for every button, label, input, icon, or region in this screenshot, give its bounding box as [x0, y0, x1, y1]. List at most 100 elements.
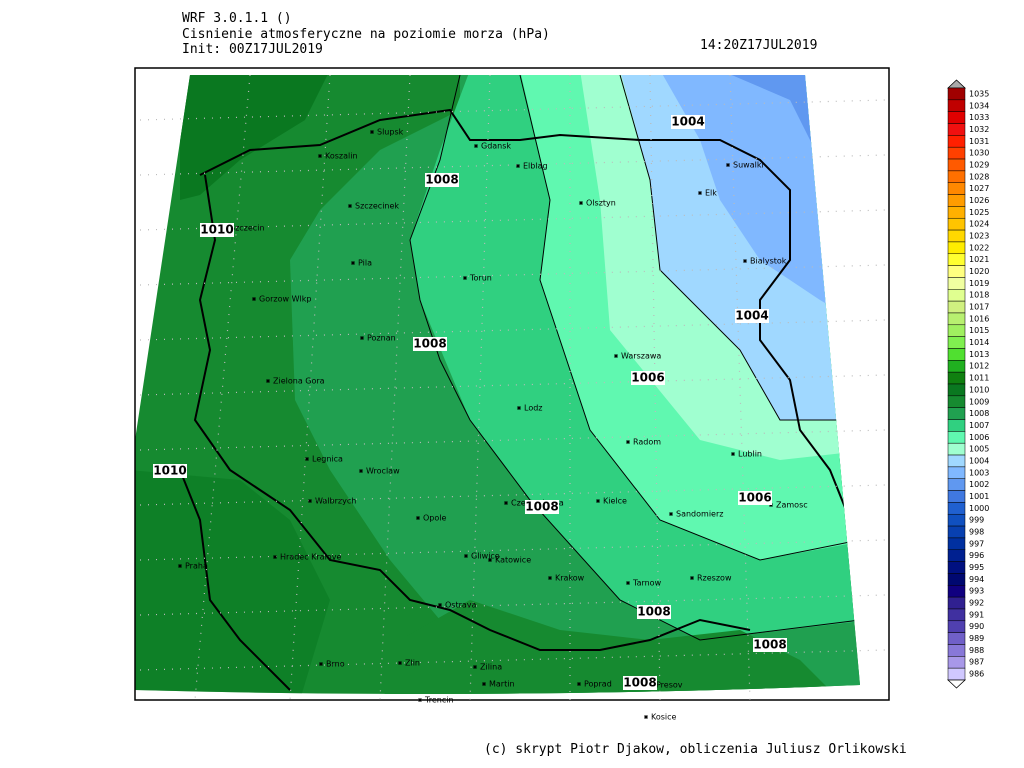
- colorbar-label: 1031: [969, 137, 989, 146]
- city-marker: [348, 204, 352, 208]
- colorbar-label: 995: [969, 563, 984, 572]
- colorbar-label: 1004: [969, 456, 989, 465]
- colorbar-label: 1002: [969, 480, 989, 489]
- colorbar-label: 990: [969, 622, 984, 631]
- colorbar-label: 1033: [969, 113, 989, 122]
- city-marker: [517, 406, 521, 410]
- city-name: Kosice: [651, 713, 677, 722]
- isobars: [409, 75, 860, 641]
- colorbar-swatch: [947, 360, 966, 373]
- colorbar-label: 1014: [969, 338, 989, 347]
- city-name: Radom: [633, 438, 661, 447]
- city-marker: [416, 516, 420, 520]
- colorbar-label: 1018: [969, 291, 989, 300]
- colorbar-label: 1029: [969, 160, 989, 169]
- colorbar-swatch: [947, 573, 966, 586]
- colorbar-swatch: [947, 395, 966, 408]
- colorbar-label: 1015: [969, 326, 989, 335]
- contour-label: 1008: [637, 605, 670, 619]
- colorbar-swatch: [947, 537, 966, 551]
- city-name: Rzeszow: [697, 574, 732, 583]
- colorbar-swatch: [947, 265, 966, 278]
- colorbar-swatch: [947, 407, 966, 420]
- city-marker: [370, 130, 374, 134]
- contour-label: 1008: [413, 337, 446, 351]
- colorbar-swatch: [947, 277, 966, 290]
- colorbar-label: 1016: [969, 314, 989, 323]
- city-marker: [596, 499, 600, 503]
- city-name: Sandomierz: [676, 510, 723, 519]
- contour-label-box: [631, 371, 665, 385]
- colorbar-label: 1025: [969, 208, 989, 217]
- city-marker: [273, 555, 277, 559]
- contour-label: 1010: [200, 223, 233, 237]
- colorbar-label: 992: [969, 599, 984, 608]
- contour-label: 1004: [671, 115, 704, 129]
- colorbar-label: 1027: [969, 184, 989, 193]
- colorbar-swatch: [947, 253, 966, 266]
- city-marker: [360, 336, 364, 340]
- city-name: Krakow: [555, 574, 585, 583]
- colorbar-label: 1021: [969, 255, 989, 264]
- colorbar-swatch: [947, 644, 966, 657]
- city-name: Trencin: [424, 696, 454, 705]
- colorbar-swatch: [947, 194, 966, 207]
- city-name: Bialystok: [750, 257, 787, 266]
- colorbar-swatch: [947, 300, 966, 314]
- city-name: Gorzow Wlkp: [259, 295, 311, 304]
- city-marker: [626, 581, 630, 585]
- city-name: Gdansk: [481, 142, 511, 151]
- map-frame: [134, 67, 890, 701]
- model-label: WRF 3.0.1.1 (): [182, 11, 292, 26]
- city-name: Elblag: [523, 162, 548, 171]
- colorbar-label: 1007: [969, 421, 989, 430]
- contour-label-box: [425, 173, 459, 187]
- contour-label-box: [153, 464, 187, 478]
- colorbar-label: 987: [969, 658, 984, 667]
- contour-label-box: [753, 638, 787, 652]
- colorbar-label: 988: [969, 646, 984, 655]
- colorbar-swatch: [947, 383, 966, 397]
- colorbar-cap: [946, 79, 967, 89]
- footer-credit: (c) skrypt Piotr Djakow, obliczenia Juli…: [484, 742, 907, 757]
- colorbar-swatch: [947, 585, 966, 598]
- map-title: Cisnienie atmosferyczne na poziomie morz…: [182, 27, 550, 42]
- cities: Slupsk Koszalin Gdansk Elblag Szczecinek Olsz…: [178, 128, 808, 722]
- colorbar-swatch: [947, 87, 966, 101]
- city-name: Opole: [423, 514, 446, 523]
- colorbar-swatch: [947, 170, 966, 183]
- city-name: Zamosc: [776, 501, 808, 510]
- city-name: Koszalin: [325, 152, 358, 161]
- city-name: Martin: [489, 680, 515, 689]
- contour-label: 1008: [623, 676, 656, 690]
- colorbar-label: 999: [969, 516, 984, 525]
- colorbar-label: 991: [969, 610, 984, 619]
- city-name: Szczecin: [230, 224, 265, 233]
- colorbar-swatch: [947, 667, 966, 681]
- colorbar-swatch: [947, 656, 966, 669]
- city-marker: [579, 201, 583, 205]
- city-marker: [464, 554, 468, 558]
- contour-label: 1006: [631, 371, 664, 385]
- colorbar-label: 1006: [969, 433, 989, 442]
- city-marker: [252, 297, 256, 301]
- colorbar-swatch: [947, 608, 966, 622]
- contour-label-box: [525, 500, 559, 514]
- contour-label-box: [637, 605, 671, 619]
- colorbar-swatch: [947, 123, 966, 136]
- city-marker: [418, 698, 422, 702]
- colorbar-swatch: [947, 478, 966, 491]
- colorbar-cap: [946, 679, 967, 689]
- colorbar-swatch: [947, 336, 966, 349]
- city-marker: [474, 144, 478, 148]
- contour-label-box: [738, 491, 772, 505]
- pressure-field: [135, 75, 860, 694]
- contour-label-box: [413, 337, 447, 351]
- colorbar-label: 1008: [969, 409, 989, 418]
- colorbar-swatch: [947, 596, 966, 610]
- colorbar-swatch: [947, 419, 966, 432]
- graticule: [139, 74, 886, 701]
- city-marker: [308, 499, 312, 503]
- colorbar-swatch: [947, 217, 966, 231]
